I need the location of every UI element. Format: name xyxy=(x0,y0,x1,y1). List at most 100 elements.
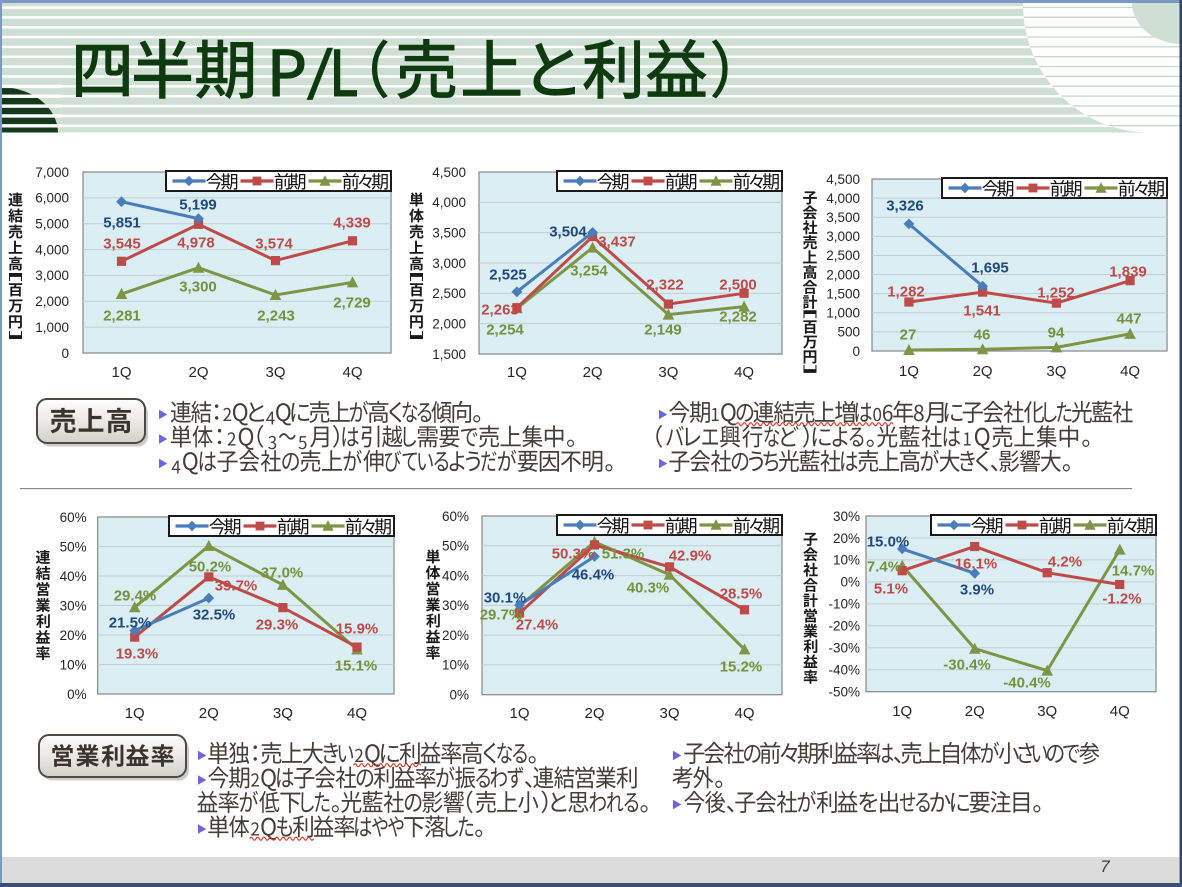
svg-text:3Q: 3Q xyxy=(265,364,285,381)
svg-text:15.2%: 15.2% xyxy=(720,658,763,675)
svg-text:-50%: -50% xyxy=(828,685,860,700)
svg-text:1,000: 1,000 xyxy=(35,320,69,335)
svg-text:20%: 20% xyxy=(833,531,860,546)
svg-text:30.1%: 30.1% xyxy=(484,589,527,606)
svg-text:7.4%: 7.4% xyxy=(867,558,901,575)
svg-text:-40%: -40% xyxy=(828,663,860,678)
svg-text:40%: 40% xyxy=(60,569,87,584)
svg-text:2Q: 2Q xyxy=(965,703,985,720)
svg-text:2,263: 2,263 xyxy=(481,301,519,318)
svg-text:2,500: 2,500 xyxy=(719,276,757,293)
svg-text:3,500: 3,500 xyxy=(432,225,466,240)
svg-text:3,000: 3,000 xyxy=(35,268,69,283)
svg-text:30%: 30% xyxy=(833,509,860,524)
svg-text:6,000: 6,000 xyxy=(35,191,69,206)
svg-text:1Q: 1Q xyxy=(507,364,527,381)
svg-text:14.7%: 14.7% xyxy=(1112,562,1155,579)
svg-text:46: 46 xyxy=(974,326,991,343)
svg-text:0: 0 xyxy=(61,346,69,361)
svg-text:500: 500 xyxy=(837,325,860,340)
svg-text:20%: 20% xyxy=(442,628,469,643)
svg-text:447: 447 xyxy=(1116,310,1141,327)
svg-text:50%: 50% xyxy=(60,539,87,554)
svg-text:1,500: 1,500 xyxy=(826,286,860,301)
svg-text:2,500: 2,500 xyxy=(826,248,860,263)
svg-text:0%: 0% xyxy=(67,687,87,702)
svg-text:1,252: 1,252 xyxy=(1037,284,1075,301)
svg-text:1Q: 1Q xyxy=(899,363,919,380)
svg-text:37.0%: 37.0% xyxy=(261,564,304,581)
svg-text:30%: 30% xyxy=(60,598,87,613)
svg-text:19.3%: 19.3% xyxy=(116,645,159,662)
svg-text:0%: 0% xyxy=(840,575,860,590)
svg-text:3,437: 3,437 xyxy=(598,233,636,250)
svg-text:7,000: 7,000 xyxy=(35,165,69,180)
svg-text:1Q: 1Q xyxy=(111,364,131,381)
svg-text:1Q: 1Q xyxy=(125,705,145,722)
svg-text:2,729: 2,729 xyxy=(333,294,371,311)
svg-text:51.3%: 51.3% xyxy=(602,545,645,562)
svg-text:5,851: 5,851 xyxy=(103,214,141,231)
svg-text:2,281: 2,281 xyxy=(103,307,141,324)
svg-text:1,839: 1,839 xyxy=(1109,263,1147,280)
svg-text:16.1%: 16.1% xyxy=(955,555,998,572)
svg-text:40%: 40% xyxy=(442,568,469,583)
svg-text:-40.4%: -40.4% xyxy=(1003,674,1051,691)
svg-text:2Q: 2Q xyxy=(584,705,604,722)
svg-text:1,500: 1,500 xyxy=(432,347,466,362)
svg-text:27.4%: 27.4% xyxy=(516,616,559,633)
svg-text:-20%: -20% xyxy=(828,619,860,634)
svg-text:4,500: 4,500 xyxy=(432,165,466,180)
svg-text:2,254: 2,254 xyxy=(486,321,524,338)
svg-text:10%: 10% xyxy=(833,553,860,568)
svg-text:29.3%: 29.3% xyxy=(256,616,299,633)
svg-text:29.4%: 29.4% xyxy=(114,587,157,604)
svg-text:4.2%: 4.2% xyxy=(1048,553,1082,570)
svg-text:32.5%: 32.5% xyxy=(193,606,236,623)
svg-text:4,000: 4,000 xyxy=(826,191,860,206)
svg-text:3Q: 3Q xyxy=(659,705,679,722)
svg-text:28.5%: 28.5% xyxy=(720,585,763,602)
svg-text:3,574: 3,574 xyxy=(255,235,293,252)
svg-text:2,500: 2,500 xyxy=(432,286,466,301)
svg-text:5.1%: 5.1% xyxy=(874,580,908,597)
svg-text:40.3%: 40.3% xyxy=(627,579,670,596)
svg-text:-1.2%: -1.2% xyxy=(1102,590,1141,607)
svg-text:3Q: 3Q xyxy=(1046,363,1066,380)
svg-text:39.7%: 39.7% xyxy=(215,577,258,594)
svg-text:3.9%: 3.9% xyxy=(960,581,994,598)
svg-text:4,000: 4,000 xyxy=(35,242,69,257)
svg-text:15.0%: 15.0% xyxy=(867,533,910,550)
svg-text:3,254: 3,254 xyxy=(570,262,608,279)
svg-text:5,000: 5,000 xyxy=(35,217,69,232)
svg-text:4,000: 4,000 xyxy=(432,195,466,210)
svg-text:-30%: -30% xyxy=(828,641,860,656)
svg-text:3Q: 3Q xyxy=(658,364,678,381)
svg-text:60%: 60% xyxy=(442,509,469,524)
svg-text:50.3%: 50.3% xyxy=(552,545,595,562)
svg-text:3,326: 3,326 xyxy=(886,197,924,214)
svg-text:60%: 60% xyxy=(60,510,87,525)
svg-text:2Q: 2Q xyxy=(188,364,208,381)
svg-text:2,000: 2,000 xyxy=(826,267,860,282)
svg-text:2,322: 2,322 xyxy=(646,276,684,293)
svg-text:4,500: 4,500 xyxy=(826,172,860,187)
svg-text:2,000: 2,000 xyxy=(432,316,466,331)
svg-text:2,243: 2,243 xyxy=(257,307,295,324)
svg-text:4Q: 4Q xyxy=(1110,703,1130,720)
svg-text:0: 0 xyxy=(852,344,860,359)
svg-text:46.4%: 46.4% xyxy=(572,566,615,583)
svg-text:1,541: 1,541 xyxy=(963,302,1001,319)
svg-text:29.7%: 29.7% xyxy=(480,606,523,623)
svg-text:50%: 50% xyxy=(442,539,469,554)
svg-text:7: 7 xyxy=(1100,857,1110,876)
svg-text:10%: 10% xyxy=(442,658,469,673)
svg-text:4,339: 4,339 xyxy=(333,214,371,231)
svg-text:2,282: 2,282 xyxy=(719,308,757,325)
svg-text:-10%: -10% xyxy=(828,597,860,612)
svg-text:3,545: 3,545 xyxy=(103,235,141,252)
svg-text:20%: 20% xyxy=(60,628,87,643)
svg-text:0%: 0% xyxy=(449,688,469,703)
svg-text:4Q: 4Q xyxy=(1120,363,1140,380)
svg-text:3,500: 3,500 xyxy=(826,210,860,225)
